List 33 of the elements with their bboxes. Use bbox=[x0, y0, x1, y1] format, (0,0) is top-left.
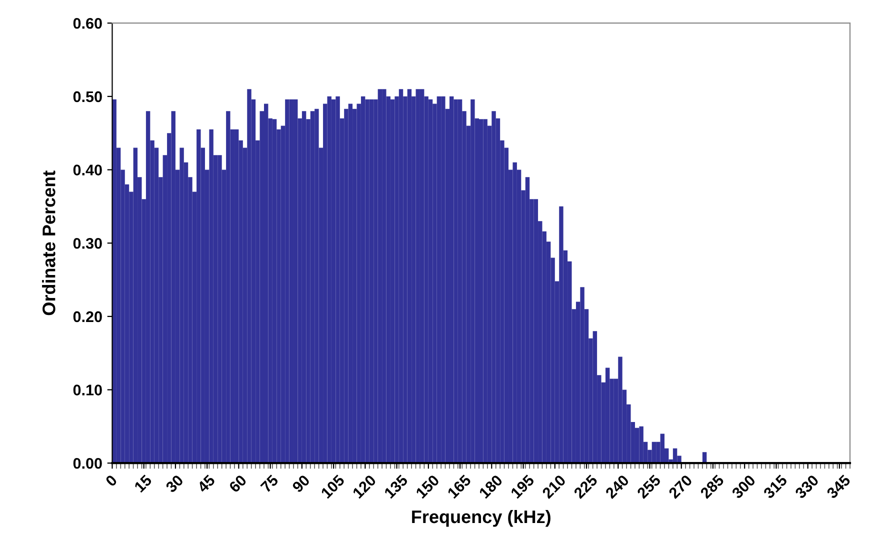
x-tick-label: 90 bbox=[292, 474, 310, 494]
x-tick-label: 240 bbox=[604, 474, 630, 500]
x-tick-label: 15 bbox=[134, 474, 152, 493]
y-tick-label: 0.50 bbox=[73, 91, 102, 102]
y-tick-label: 0.40 bbox=[73, 164, 102, 176]
x-tick-label: 0 bbox=[104, 474, 118, 488]
x-tick-label: 225 bbox=[573, 474, 598, 500]
x-tick-label: 120 bbox=[352, 474, 377, 499]
x-tick-label: 75 bbox=[260, 474, 279, 494]
x-tick-label: 285 bbox=[700, 474, 725, 500]
x-tick-label: 300 bbox=[731, 474, 756, 500]
x-tick-label: 180 bbox=[478, 474, 504, 499]
x-tick-label: 210 bbox=[542, 474, 566, 500]
y-tick-label: 0.20 bbox=[73, 311, 102, 322]
x-tick-label: 45 bbox=[196, 474, 216, 494]
x-tick-label: 270 bbox=[668, 474, 693, 500]
x-tick-label: 255 bbox=[636, 474, 662, 500]
x-tick-label: 135 bbox=[384, 474, 408, 499]
x-tick-label: 345 bbox=[826, 474, 852, 500]
x-tick-label: 60 bbox=[228, 474, 248, 494]
y-tick-label: 0.30 bbox=[73, 238, 102, 249]
x-tick-label: 330 bbox=[794, 474, 820, 500]
y-tick-label: 0.10 bbox=[73, 384, 102, 396]
y-tick-label: 0.60 bbox=[73, 18, 102, 29]
y-tick-label: 0.00 bbox=[73, 458, 102, 469]
x-tick-label: 150 bbox=[415, 474, 440, 499]
y-axis-title: Ordinate Percent bbox=[42, 170, 56, 316]
x-tick-label: 315 bbox=[762, 474, 788, 500]
x-tick-label: 195 bbox=[510, 474, 535, 499]
x-tick-label: 105 bbox=[320, 474, 346, 499]
x-tick-label: 165 bbox=[446, 474, 472, 499]
x-axis-title: Frequency (kHz) bbox=[412, 510, 550, 527]
x-tick-label: 30 bbox=[164, 474, 184, 494]
